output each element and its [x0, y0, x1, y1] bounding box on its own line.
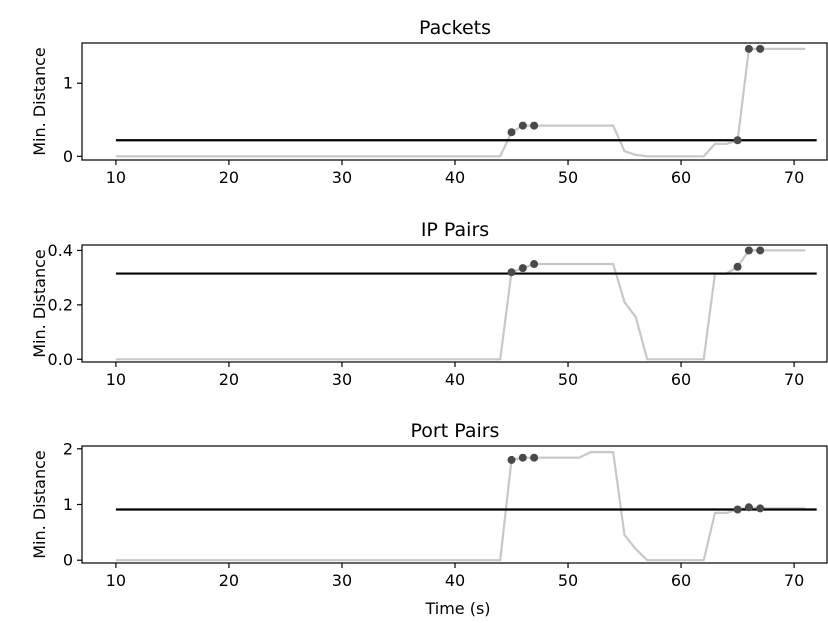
ip-pairs-x-tick-label: 20	[219, 370, 239, 389]
subplot-packets: Packets Min. Distance 10 20 30 40 50 60 70 0 1	[30, 17, 828, 187]
ip-pairs-marker-point	[756, 246, 765, 255]
port-pairs-marker-point	[518, 453, 527, 462]
packets-x-tick-label: 30	[332, 168, 352, 187]
port-pairs-x-tick-label: 30	[332, 571, 352, 590]
port-pairs-y-axis-label: Min. Distance	[30, 450, 49, 559]
packets-marker-point	[530, 121, 539, 130]
ip-pairs-y-tick-label: 0.4	[48, 241, 73, 260]
ip-pairs-y-tick-label: 0.0	[48, 350, 73, 369]
packets-axes-frame	[81, 42, 828, 161]
port-pairs-x-tick-label: 50	[558, 571, 578, 590]
packets-marker-point	[507, 128, 516, 137]
ip-pairs-marker-point	[744, 246, 753, 255]
packets-x-tick-label: 10	[106, 168, 126, 187]
packets-y-tick-label: 0	[63, 147, 73, 166]
port-pairs-marker-point	[744, 503, 753, 512]
port-pairs-x-tick-label: 20	[219, 571, 239, 590]
ip-pairs-marker-point	[507, 268, 516, 277]
port-pairs-marker-point	[733, 505, 742, 514]
port-pairs-x-tick-label: 70	[784, 571, 804, 590]
ip-pairs-x-tick-label: 30	[332, 370, 352, 389]
packets-y-axis-label: Min. Distance	[30, 47, 49, 156]
ip-pairs-y-axis-label: Min. Distance	[30, 249, 49, 358]
port-pairs-marker-point	[756, 504, 765, 513]
ip-pairs-series-line	[115, 249, 806, 361]
port-pairs-marker-point	[530, 453, 539, 462]
packets-marker-point	[756, 44, 765, 53]
ip-pairs-axes-frame	[81, 244, 828, 363]
port-pairs-x-tick-label: 10	[106, 571, 126, 590]
packets-y-tick-label: 1	[63, 74, 73, 93]
ip-pairs-x-tick-label: 50	[558, 370, 578, 389]
packets-x-tick-label: 70	[784, 168, 804, 187]
packets-x-tick-label: 50	[558, 168, 578, 187]
ip-pairs-x-tick-label: 10	[106, 370, 126, 389]
packets-title: Packets	[419, 17, 491, 39]
port-pairs-marker-point	[507, 455, 516, 464]
packets-x-tick-label: 20	[219, 168, 239, 187]
packets-x-tick-label: 60	[671, 168, 691, 187]
port-pairs-axes-frame	[81, 445, 828, 564]
ip-pairs-x-tick-label: 70	[784, 370, 804, 389]
ip-pairs-x-tick-label: 60	[671, 370, 691, 389]
ip-pairs-y-tick-label: 0.2	[48, 295, 73, 314]
ip-pairs-x-tick-label: 40	[445, 370, 465, 389]
port-pairs-y-tick-label: 1	[63, 495, 73, 514]
ip-pairs-marker-point	[733, 262, 742, 271]
x-axis-label: Time (s)	[424, 599, 490, 618]
packets-marker-point	[733, 136, 742, 145]
port-pairs-x-tick-label: 60	[671, 571, 691, 590]
packets-marker-point	[518, 121, 527, 130]
subplot-port-pairs: Port Pairs Min. Distance 10 20 30 40 50 60 70 0 1 2	[30, 420, 828, 590]
ip-pairs-marker-point	[518, 264, 527, 273]
subplot-ip-pairs: IP Pairs Min. Distance 10 20 30 40 50 60 70 0.0 0.…	[30, 219, 828, 389]
port-pairs-series-line	[115, 451, 806, 562]
port-pairs-title: Port Pairs	[411, 420, 500, 442]
port-pairs-x-tick-label: 40	[445, 571, 465, 590]
ip-pairs-marker-point	[530, 260, 539, 269]
ip-pairs-title: IP Pairs	[421, 219, 489, 241]
port-pairs-y-tick-label: 2	[63, 439, 73, 458]
packets-x-tick-label: 40	[445, 168, 465, 187]
port-pairs-y-tick-label: 0	[63, 551, 73, 570]
packets-marker-point	[744, 44, 753, 53]
